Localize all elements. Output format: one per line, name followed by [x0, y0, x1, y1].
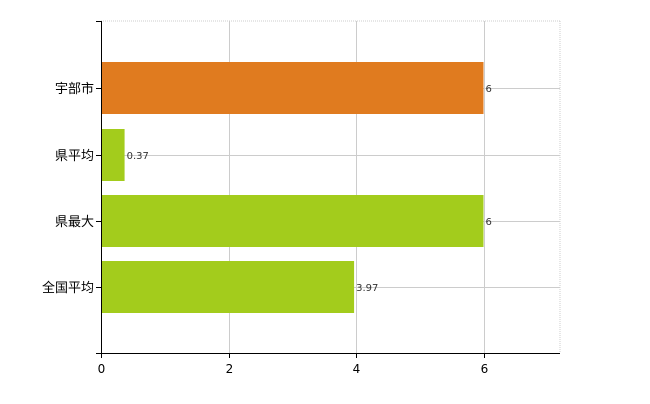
category-label: 県平均 [55, 149, 94, 164]
category-label: 県最大 [55, 215, 94, 230]
data-label: 3.97 [356, 283, 378, 294]
bar [101, 129, 125, 181]
data-label: 0.37 [127, 151, 149, 162]
x-tick-label: 6 [481, 362, 489, 376]
x-tick-label: 2 [226, 362, 234, 376]
axes [96, 21, 560, 358]
category-label: 宇部市 [55, 81, 94, 97]
bar [101, 62, 484, 114]
category-label: 全国平均 [42, 280, 94, 296]
data-label: 6 [486, 217, 492, 228]
bar [101, 261, 355, 313]
bar [101, 195, 484, 247]
x-tick-label: 4 [353, 362, 361, 376]
bars [101, 62, 484, 313]
data-label: 6 [486, 84, 492, 95]
x-tick-label: 0 [98, 362, 106, 376]
